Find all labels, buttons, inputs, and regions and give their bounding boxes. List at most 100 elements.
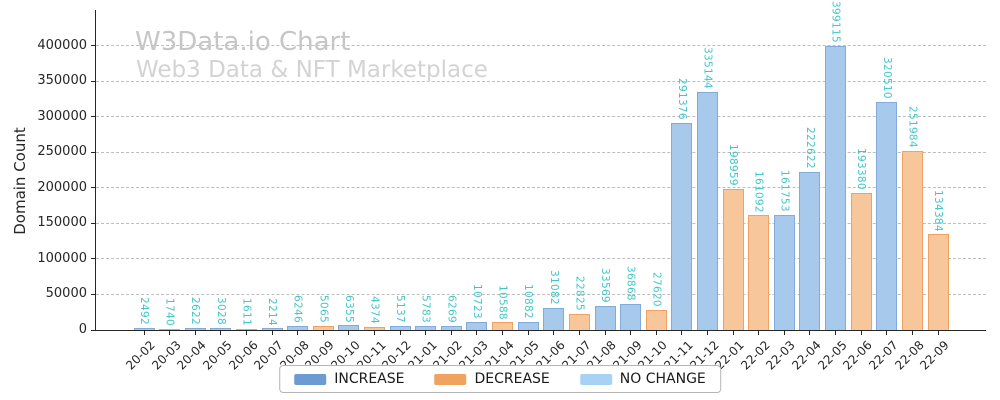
- x-tick: [502, 331, 504, 335]
- y-tick: [91, 222, 95, 224]
- y-tick: [91, 329, 95, 331]
- watermark-subtitle: Web3 Data & NFT Marketplace: [136, 57, 488, 83]
- x-tick: [758, 331, 760, 335]
- x-tick-label: 22-04: [789, 338, 824, 373]
- bar-value-label: 10882: [522, 284, 535, 320]
- bar: [159, 328, 181, 330]
- legend-label: DECREASE: [474, 371, 550, 387]
- bar: [645, 310, 667, 330]
- x-tick-label: 20-02: [123, 338, 158, 373]
- x-tick: [322, 331, 324, 335]
- x-tick: [169, 331, 171, 335]
- x-tick: [527, 331, 529, 335]
- x-tick: [578, 331, 580, 335]
- y-tick: [91, 80, 95, 82]
- bar-value-label: 1740: [163, 297, 176, 326]
- x-tick-label: 22-07: [866, 338, 901, 373]
- bar: [825, 46, 847, 330]
- bar: [338, 325, 360, 330]
- x-tick: [860, 331, 862, 335]
- bar-value-label: 10723: [470, 284, 483, 320]
- bar: [184, 328, 206, 330]
- bar-value-label: 335144: [701, 46, 714, 89]
- legend-swatch-increase: [294, 373, 327, 385]
- bar-value-label: 5065: [317, 295, 330, 324]
- bar-value-label: 27620: [650, 272, 663, 308]
- y-tick-label: 350000: [37, 73, 87, 89]
- y-tick: [91, 187, 95, 189]
- bar-value-label: 4374: [368, 295, 381, 324]
- y-tick: [91, 116, 95, 118]
- bar: [440, 325, 462, 330]
- bar-value-label: 6246: [291, 294, 304, 323]
- x-tick: [835, 331, 837, 335]
- bar-value-label: 1611: [240, 297, 253, 326]
- bar-value-label: 161753: [778, 170, 791, 212]
- bar-value-label: 320510: [880, 57, 893, 100]
- bar-value-label: 31082: [547, 270, 560, 305]
- bar: [671, 122, 693, 330]
- x-tick: [220, 331, 222, 335]
- x-tick: [194, 331, 196, 335]
- y-tick-label: 0: [78, 322, 87, 337]
- bar-value-label: 10588: [496, 284, 509, 320]
- bar: [210, 327, 232, 330]
- bar-value-label: 2492: [138, 297, 150, 326]
- y-tick: [91, 45, 95, 47]
- bar-value-label: 291376: [675, 77, 688, 120]
- bar-value-label: 6355: [342, 294, 355, 323]
- legend-label: INCREASE: [334, 371, 405, 387]
- y-tick-label: 100000: [37, 250, 87, 266]
- bar: [722, 188, 744, 330]
- bar: [466, 322, 488, 330]
- bar-value-label: 3028: [214, 296, 227, 325]
- x-tick: [911, 331, 913, 335]
- y-tick: [91, 293, 95, 295]
- gridline: [96, 293, 986, 295]
- bar: [235, 328, 257, 330]
- bar: [133, 328, 155, 330]
- legend-item-nochange: NO CHANGE: [579, 371, 706, 387]
- y-tick: [91, 151, 95, 153]
- x-tick: [425, 331, 427, 335]
- y-tick-label: 150000: [37, 215, 87, 231]
- bar: [287, 325, 309, 330]
- bar: [901, 150, 923, 330]
- legend: INCREASE DECREASE NO CHANGE: [279, 365, 721, 393]
- bar-value-label: 36868: [624, 265, 637, 301]
- x-tick: [450, 331, 452, 335]
- bar: [850, 192, 872, 330]
- x-tick: [348, 331, 350, 335]
- x-tick: [399, 331, 401, 335]
- legend-item-increase: INCREASE: [294, 371, 404, 387]
- bar-value-label: 161092: [752, 170, 765, 213]
- bar: [620, 303, 642, 330]
- bar-value-label: 22825: [573, 275, 586, 311]
- bar: [517, 322, 539, 330]
- bar: [696, 91, 718, 330]
- watermark-title: W3Data.io Chart: [135, 27, 351, 57]
- y-axis-label: Domain Count: [11, 127, 29, 235]
- gridline: [96, 187, 986, 189]
- legend-item-decrease: DECREASE: [434, 371, 550, 387]
- y-tick-label: 200000: [37, 179, 87, 195]
- x-tick: [297, 331, 299, 335]
- x-tick: [553, 331, 555, 335]
- gridline: [96, 116, 986, 118]
- x-tick: [271, 331, 273, 335]
- bar-value-label: 222622: [803, 126, 816, 169]
- bar-value-label: 134384: [932, 189, 944, 232]
- x-tick: [604, 331, 606, 335]
- bar-value-label: 5137: [394, 295, 407, 324]
- bar: [876, 102, 898, 330]
- x-tick: [245, 331, 247, 335]
- gridline: [96, 222, 986, 224]
- bar: [773, 214, 795, 330]
- bar: [799, 171, 821, 330]
- gridline: [96, 45, 986, 47]
- legend-label: NO CHANGE: [619, 371, 706, 387]
- y-tick: [91, 258, 95, 260]
- gridline: [96, 151, 986, 153]
- gridline: [96, 258, 986, 260]
